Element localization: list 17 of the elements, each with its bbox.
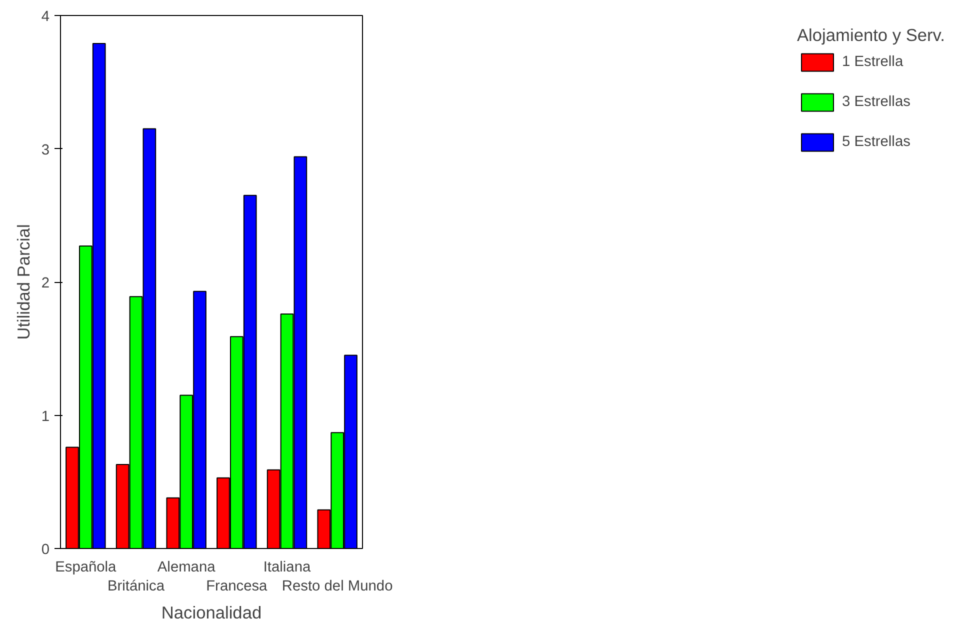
x-tick-label: Británica	[107, 578, 166, 595]
legend-label: 5 Estrellas	[842, 134, 910, 150]
y-tick-label: 0	[41, 542, 50, 558]
x-tick-label: Española	[55, 560, 118, 576]
x-tick-label: Francesa	[206, 578, 268, 595]
x-tick-label: Italiana	[263, 560, 312, 576]
x-axis-title: Nacionalidad	[161, 602, 262, 623]
legend-label: 3 Estrellas	[842, 94, 910, 110]
x-tick-label: Resto del Mundo	[282, 578, 393, 595]
y-tick-label: 1	[41, 408, 50, 425]
x-tick-label: Alemana	[157, 560, 216, 576]
y-tick-label: 2	[41, 276, 50, 292]
legend-title: Alojamiento y Serv.	[797, 25, 945, 46]
y-tick-label: 3	[41, 142, 50, 158]
y-tick-label: 4	[41, 9, 50, 25]
y-axis-title: Utilidad Parcial	[13, 224, 34, 340]
legend-label: 1 Estrella	[842, 54, 904, 70]
